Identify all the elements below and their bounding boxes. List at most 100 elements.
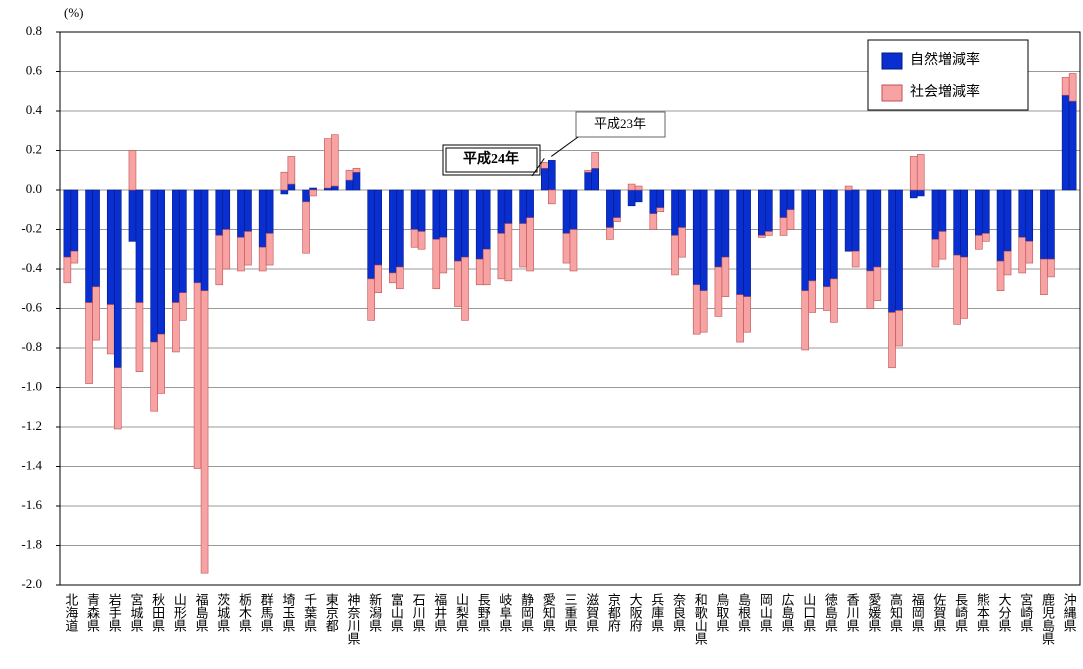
- social-bar: [830, 278, 838, 323]
- natural-bar: [613, 189, 621, 218]
- social-bar: [960, 256, 968, 319]
- natural-bar: [765, 189, 773, 232]
- natural-bar: [779, 189, 788, 218]
- natural-bar: [237, 189, 245, 238]
- social-bar: [714, 266, 723, 317]
- natural-bar: [193, 189, 202, 284]
- social-bar: [975, 235, 983, 250]
- natural-bar: [873, 189, 882, 268]
- social-bar: [743, 296, 751, 333]
- social-bar: [591, 152, 600, 169]
- x-tick-label: 静岡県: [519, 593, 534, 632]
- natural-bar: [92, 189, 100, 288]
- social-bar: [996, 260, 1005, 292]
- social-bar: [953, 254, 961, 325]
- x-tick-label: 福井県: [432, 593, 447, 632]
- natural-bar: [671, 189, 679, 236]
- natural-bar: [1018, 189, 1027, 238]
- social-bar: [106, 304, 115, 355]
- natural-bar: [352, 171, 361, 191]
- social-bar: [823, 286, 831, 311]
- natural-bar: [172, 189, 180, 303]
- y-tick-label: -0.2: [21, 220, 42, 235]
- natural-bar: [1025, 189, 1034, 242]
- x-tick-label: 和歌山県: [693, 593, 708, 645]
- natural-bar: [135, 189, 144, 303]
- natural-bar: [519, 189, 527, 224]
- natural-bar: [714, 189, 723, 268]
- natural-bar: [417, 189, 426, 232]
- social-bar: [215, 235, 224, 286]
- natural-bar: [128, 189, 137, 242]
- annotation-arrow: [551, 136, 579, 157]
- social-bar: [699, 290, 708, 333]
- social-bar: [389, 272, 397, 284]
- x-tick-label: 群馬県: [259, 593, 274, 632]
- social-bar: [454, 260, 462, 307]
- natural-bar: [692, 189, 701, 286]
- natural-bar: [454, 189, 462, 262]
- y-tick-label: -1.4: [21, 457, 42, 472]
- natural-bar: [649, 189, 658, 215]
- natural-bar: [743, 189, 751, 297]
- natural-bar: [888, 189, 896, 313]
- social-bar: [92, 286, 100, 341]
- natural-bar: [374, 189, 382, 266]
- natural-bar: [482, 189, 491, 250]
- x-tick-label: 新潟県: [367, 592, 382, 632]
- social-bar: [396, 266, 404, 290]
- natural-bar: [258, 189, 267, 248]
- annotation-label: 平成23年: [594, 116, 646, 131]
- social-bar: [323, 138, 332, 189]
- natural-bar: [287, 183, 296, 191]
- social-bar: [482, 248, 491, 286]
- y-unit: (%): [64, 5, 84, 20]
- natural-bar: [823, 189, 831, 288]
- natural-bar: [1040, 189, 1048, 260]
- social-bar: [526, 217, 534, 272]
- social-bar: [569, 229, 578, 272]
- social-bar: [157, 333, 165, 394]
- plot-frame: [59, 31, 1081, 586]
- y-tick-label: -1.0: [21, 378, 42, 393]
- natural-bar: [526, 189, 534, 218]
- social-bar: [786, 209, 795, 230]
- natural-bar: [244, 189, 252, 232]
- social-bar: [150, 341, 158, 412]
- y-tick-label: 0.0: [26, 181, 42, 196]
- social-bar: [287, 156, 296, 185]
- y-tick-label: -2.0: [21, 576, 42, 591]
- social-bar: [634, 185, 643, 191]
- social-bar: [128, 150, 137, 191]
- social-bar: [302, 201, 310, 254]
- natural-bar: [606, 189, 614, 228]
- social-bar: [200, 290, 209, 574]
- natural-bar: [439, 189, 448, 238]
- legend-swatch: [881, 52, 903, 70]
- annotation-arrow: [531, 158, 545, 177]
- natural-bar: [866, 189, 875, 272]
- natural-bar: [200, 189, 209, 292]
- x-tick-label: 大分県: [997, 593, 1012, 632]
- natural-bar: [345, 179, 354, 191]
- natural-bar: [504, 189, 513, 224]
- social-bar: [519, 223, 527, 268]
- natural-bar: [1003, 189, 1012, 252]
- social-bar: [475, 258, 484, 286]
- natural-bar: [547, 160, 556, 191]
- social-bar: [345, 169, 354, 181]
- natural-bar: [569, 189, 578, 230]
- natural-bar: [106, 189, 115, 305]
- social-bar: [1018, 237, 1027, 274]
- social-bar: [916, 154, 925, 191]
- x-tick-label: 岐阜県: [497, 593, 512, 632]
- x-tick-label: 高知県: [888, 592, 903, 632]
- x-tick-label: 長崎県: [953, 593, 968, 632]
- natural-bar: [302, 189, 310, 203]
- social-bar: [330, 134, 339, 187]
- natural-bar: [953, 189, 961, 256]
- social-bar: [844, 185, 853, 191]
- y-tick-label: -1.8: [21, 536, 42, 551]
- legend-label: 自然増減率: [910, 51, 980, 68]
